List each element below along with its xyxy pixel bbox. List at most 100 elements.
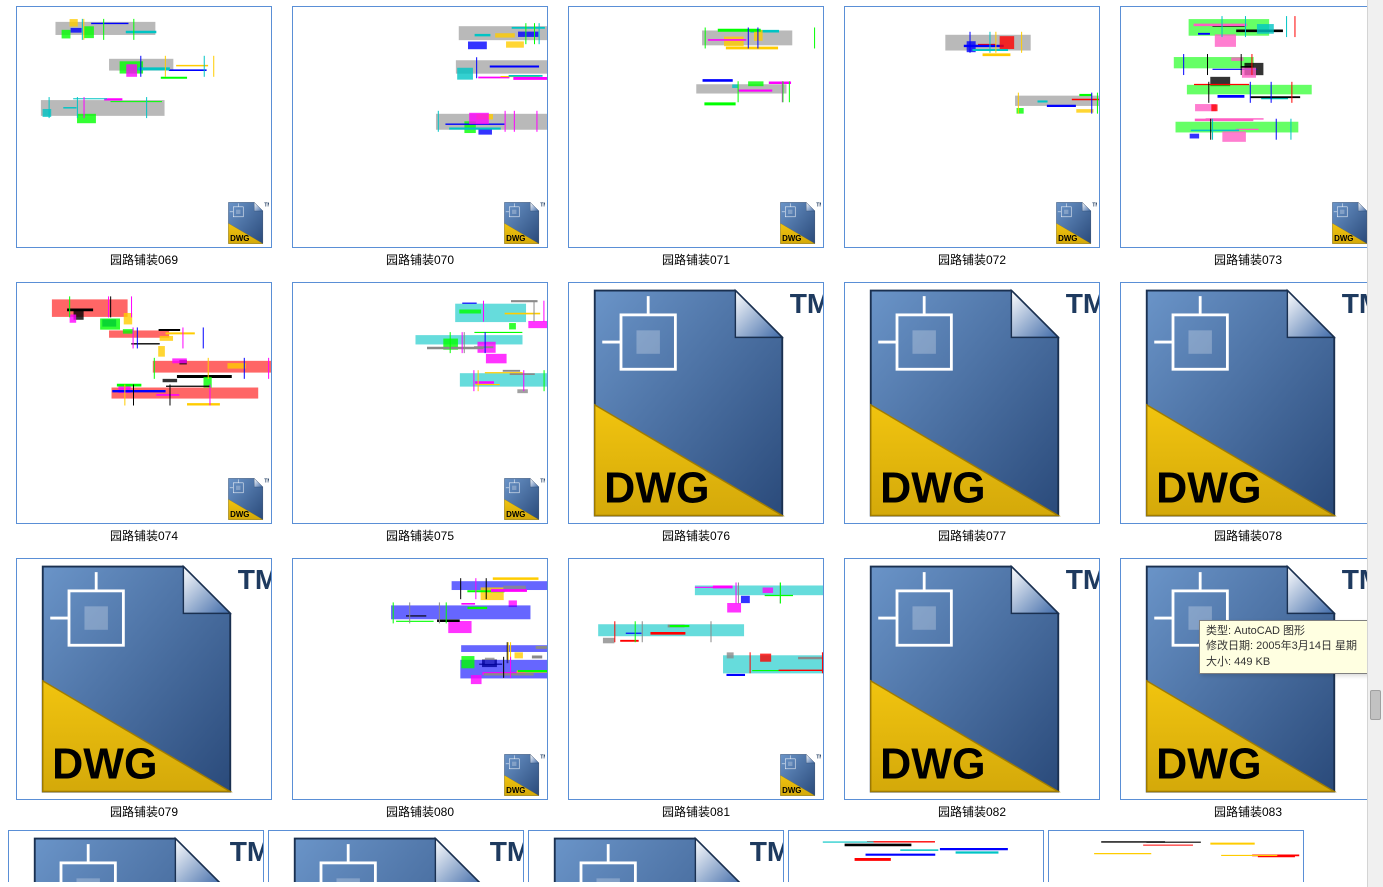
file-thumbnail[interactable] xyxy=(788,830,1044,882)
dwg-badge-icon: TM DWG xyxy=(225,477,269,521)
file-item[interactable]: TM DWG 园路铺装074 xyxy=(8,282,280,554)
file-name-label: 园路铺装076 xyxy=(662,527,730,544)
file-name-label: 园路铺装079 xyxy=(110,803,178,820)
file-item[interactable]: TM DWG 园路铺装073 xyxy=(1112,6,1383,278)
svg-text:DWG: DWG xyxy=(506,786,525,795)
tooltip-date-value: 2005年3月14日 星期 xyxy=(1256,640,1357,652)
file-item[interactable]: TM DWG 园路铺装075 xyxy=(284,282,556,554)
svg-text:TM: TM xyxy=(540,479,545,485)
file-name-label: 园路铺装071 xyxy=(662,251,730,268)
svg-text:DWG: DWG xyxy=(1156,464,1261,512)
file-thumbnail[interactable]: TM DWG xyxy=(16,558,272,800)
cad-preview-image xyxy=(293,559,548,719)
svg-text:TM: TM xyxy=(816,203,821,209)
file-thumbnail[interactable]: TM DWG xyxy=(1120,6,1376,248)
dwg-file-icon: TM DWG xyxy=(225,201,269,245)
svg-text:TM: TM xyxy=(238,564,271,595)
svg-text:TM: TM xyxy=(540,203,545,209)
file-item[interactable]: TM DWG 园路铺装080 xyxy=(284,558,556,830)
svg-text:DWG: DWG xyxy=(782,234,801,243)
file-thumbnail[interactable]: TM DWG xyxy=(1120,282,1376,524)
file-item[interactable]: TM DWG 园路铺装076 xyxy=(560,282,832,554)
vertical-scrollbar[interactable] xyxy=(1367,0,1383,887)
cad-preview-image xyxy=(17,283,272,443)
dwg-file-icon: TM DWG xyxy=(845,283,1099,523)
dwg-badge-icon: TM DWG xyxy=(501,201,545,245)
file-thumbnail[interactable]: TM DWG xyxy=(528,830,784,882)
svg-text:TM: TM xyxy=(264,479,269,485)
svg-text:TM: TM xyxy=(490,836,523,867)
tooltip-type-value: AutoCAD 图形 xyxy=(1234,625,1305,637)
dwg-file-icon: TM DWG xyxy=(777,201,821,245)
svg-text:TM: TM xyxy=(1092,203,1097,209)
cad-preview-image xyxy=(17,7,272,167)
dwg-file-icon: TM DWG xyxy=(17,559,271,799)
cad-preview-image xyxy=(1049,831,1304,882)
file-thumbnail[interactable]: TM DWG xyxy=(268,830,524,882)
cad-preview-image xyxy=(789,831,1044,882)
file-item[interactable]: TM DWG 园路铺装083 xyxy=(1112,558,1383,830)
file-thumbnail[interactable]: TM DWG xyxy=(844,6,1100,248)
file-name-label: 园路铺装078 xyxy=(1214,527,1282,544)
dwg-file-icon: TM DWG xyxy=(845,559,1099,799)
file-thumbnail[interactable]: TM DWG xyxy=(1120,558,1376,800)
cad-preview-image xyxy=(845,7,1100,167)
file-name-label: 园路铺装074 xyxy=(110,527,178,544)
file-name-label: 园路铺装075 xyxy=(386,527,454,544)
file-item[interactable]: TM DWG 园路铺装072 xyxy=(836,6,1108,278)
file-item[interactable]: TM DWG 园路铺装079 xyxy=(8,558,280,830)
svg-text:DWG: DWG xyxy=(230,510,249,519)
file-item[interactable]: TM DWG 园路铺装071 xyxy=(560,6,832,278)
cad-preview-image xyxy=(569,7,824,167)
svg-text:DWG: DWG xyxy=(1334,234,1353,243)
tooltip-date-row: 修改日期: 2005年3月14日 星期 xyxy=(1206,639,1376,654)
dwg-file-icon: TM DWG xyxy=(269,831,523,882)
tooltip-size-row: 大小: 449 KB xyxy=(1206,655,1376,670)
tooltip-type-row: 类型: AutoCAD 图形 xyxy=(1206,624,1376,639)
file-item[interactable]: TM DWG 园路铺装081 xyxy=(560,558,832,830)
file-thumbnail[interactable]: TM DWG xyxy=(16,282,272,524)
file-name-label: 园路铺装070 xyxy=(386,251,454,268)
file-thumbnail[interactable]: TM DWG xyxy=(568,282,824,524)
file-thumbnail[interactable]: TM DWG xyxy=(844,282,1100,524)
file-thumbnail[interactable]: TM DWG xyxy=(16,6,272,248)
dwg-badge-icon: TM DWG xyxy=(777,753,821,797)
file-thumbnail[interactable]: TM DWG xyxy=(292,6,548,248)
svg-text:DWG: DWG xyxy=(506,510,525,519)
file-item[interactable]: TM DWG 园路铺装070 xyxy=(284,6,556,278)
file-thumbnail[interactable]: TM DWG xyxy=(8,830,264,882)
dwg-file-icon: TM DWG xyxy=(225,477,269,521)
dwg-badge-icon: TM DWG xyxy=(225,201,269,245)
file-item[interactable]: TM DWG 园路铺装069 xyxy=(8,6,280,278)
file-thumbnail[interactable]: TM DWG xyxy=(292,282,548,524)
file-name-label: 园路铺装073 xyxy=(1214,251,1282,268)
svg-text:TM: TM xyxy=(540,755,545,761)
file-thumbnail[interactable]: TM DWG xyxy=(568,558,824,800)
dwg-file-icon: TM DWG xyxy=(9,831,263,882)
svg-text:TM: TM xyxy=(816,755,821,761)
file-thumbnail[interactable]: TM DWG xyxy=(568,6,824,248)
svg-text:DWG: DWG xyxy=(52,740,157,788)
dwg-badge-icon: TM DWG xyxy=(777,201,821,245)
file-item[interactable]: TM DWG 园路铺装077 xyxy=(836,282,1108,554)
svg-text:DWG: DWG xyxy=(1058,234,1077,243)
dwg-file-icon: TM DWG xyxy=(1121,283,1375,523)
scrollbar-thumb[interactable] xyxy=(1370,690,1381,720)
svg-text:DWG: DWG xyxy=(1156,740,1261,788)
dwg-file-icon: TM DWG xyxy=(501,201,545,245)
dwg-file-icon: TM DWG xyxy=(529,831,783,882)
file-thumbnail[interactable] xyxy=(1048,830,1304,882)
svg-text:DWG: DWG xyxy=(506,234,525,243)
file-name-label: 园路铺装082 xyxy=(938,803,1006,820)
file-name-label: 园路铺装081 xyxy=(662,803,730,820)
tooltip-size-value: 449 KB xyxy=(1234,656,1270,668)
dwg-badge-icon: TM DWG xyxy=(1053,201,1097,245)
dwg-file-icon: TM DWG xyxy=(1053,201,1097,245)
cad-preview-image xyxy=(293,283,548,443)
file-item[interactable]: TM DWG 园路铺装082 xyxy=(836,558,1108,830)
svg-text:TM: TM xyxy=(790,288,823,319)
file-item[interactable]: TM DWG 园路铺装078 xyxy=(1112,282,1383,554)
file-thumbnail[interactable]: TM DWG xyxy=(292,558,548,800)
file-thumbnail[interactable]: TM DWG xyxy=(844,558,1100,800)
svg-text:DWG: DWG xyxy=(230,234,249,243)
